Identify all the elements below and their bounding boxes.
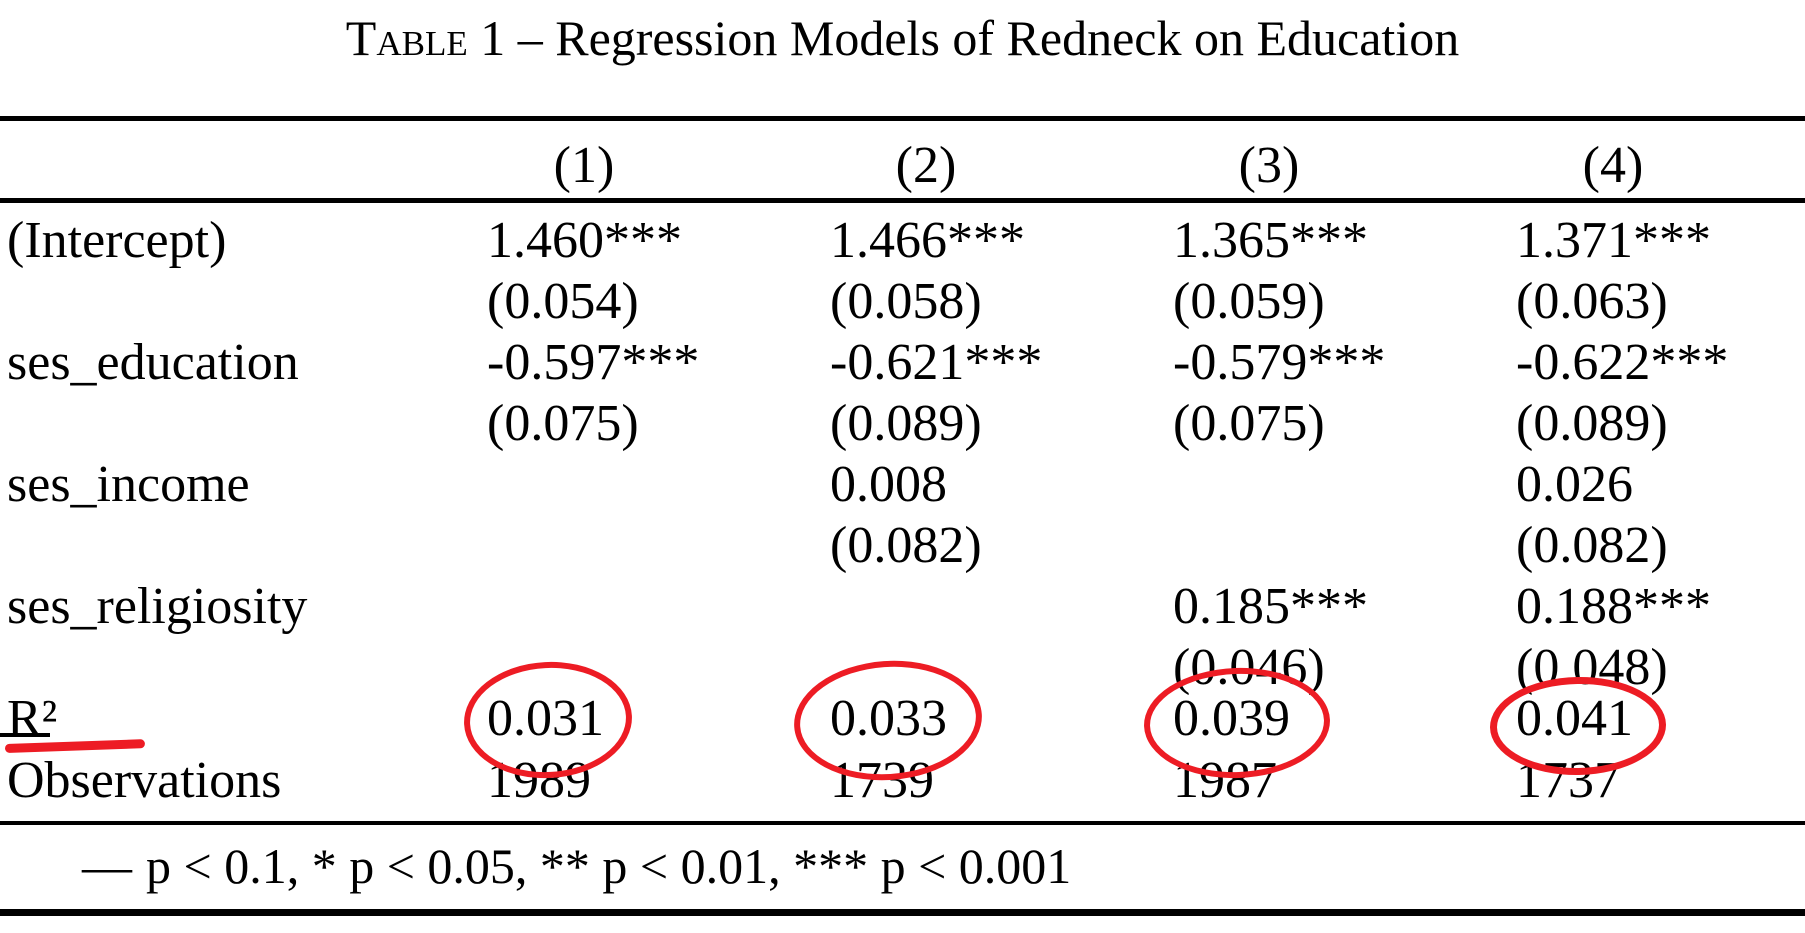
table-row-r-squared: R² 0.031 0.033 0.039 0.041 [0,688,1805,750]
cell-std-error: (0.048) [1516,639,1668,696]
table-title-text: 1 – Regression Models of Redneck on Educ… [467,10,1460,66]
table-title-label: Table [345,10,468,66]
cell-observations: 1739 [830,752,934,809]
cell-observations: 1989 [487,752,591,809]
row-label-r-squared: R² [7,690,58,747]
table-row: (0.082) (0.082) [0,515,1805,577]
rule-top [0,116,1805,121]
rule-header-bottom [0,198,1805,203]
cell-std-error: (0.082) [830,517,982,574]
cell-r-squared: 0.031 [487,690,604,747]
cell-estimate: 0.185*** [1173,578,1368,635]
row-label: (Intercept) [7,212,227,269]
cell-r-squared: 0.033 [830,690,947,747]
row-label: ses_income [7,456,250,513]
cell-std-error: (0.075) [487,395,639,452]
cell-std-error: (0.075) [1173,395,1325,452]
cell-observations: 1737 [1516,752,1620,809]
column-header-1: (1) [553,137,615,194]
cell-std-error: (0.054) [487,273,639,330]
column-header-3: (3) [1238,137,1300,194]
row-label: ses_religiosity [7,578,308,635]
cell-r-squared: 0.039 [1173,690,1290,747]
rule-body-bottom [0,821,1805,825]
cell-r-squared: 0.041 [1516,690,1633,747]
table-row: ses_income 0.008 0.026 [0,454,1805,516]
cell-std-error: (0.063) [1516,273,1668,330]
cell-estimate: -0.597*** [487,334,700,391]
table-row-observations: Observations 1989 1739 1987 1737 [0,750,1805,812]
rule-final [0,909,1805,916]
table-row: ses_religiosity 0.185*** 0.188*** [0,576,1805,638]
cell-std-error: (0.082) [1516,517,1668,574]
column-header-4: (4) [1582,137,1644,194]
cell-estimate: 0.188*** [1516,578,1711,635]
cell-estimate: -0.579*** [1173,334,1386,391]
column-header-2: (2) [895,137,957,194]
footnote-dash: — [82,838,132,894]
table-title: Table 1 – Regression Models of Redneck o… [0,8,1805,68]
table-row: (0.054) (0.058) (0.059) (0.063) [0,271,1805,333]
footnote-text: p < 0.1, * p < 0.05, ** p < 0.01, *** p … [146,838,1072,894]
cell-estimate: -0.622*** [1516,334,1729,391]
cell-estimate: 1.365*** [1173,212,1368,269]
cell-estimate: 1.460*** [487,212,682,269]
table-row: (Intercept) 1.460*** 1.466*** 1.365*** 1… [0,210,1805,272]
black-underline-r2 [0,733,50,737]
cell-estimate: 0.026 [1516,456,1633,513]
cell-estimate: -0.621*** [830,334,1043,391]
cell-std-error: (0.059) [1173,273,1325,330]
cell-std-error: (0.046) [1173,639,1325,696]
cell-std-error: (0.089) [1516,395,1668,452]
table-row: (0.075) (0.089) (0.075) (0.089) [0,393,1805,455]
row-label-observations: Observations [7,752,282,809]
table-row: ses_education -0.597*** -0.621*** -0.579… [0,332,1805,394]
header-row: (1) (2) (3) (4) [0,135,1805,197]
cell-estimate: 0.008 [830,456,947,513]
row-label: ses_education [7,334,299,391]
cell-std-error: (0.089) [830,395,982,452]
cell-observations: 1987 [1173,752,1277,809]
cell-estimate: 1.371*** [1516,212,1711,269]
cell-estimate: 1.466*** [830,212,1025,269]
cell-std-error: (0.058) [830,273,982,330]
significance-footnote: — p < 0.1, * p < 0.05, ** p < 0.01, *** p… [82,836,1071,896]
table-row: (0.046) (0.048) [0,637,1805,699]
